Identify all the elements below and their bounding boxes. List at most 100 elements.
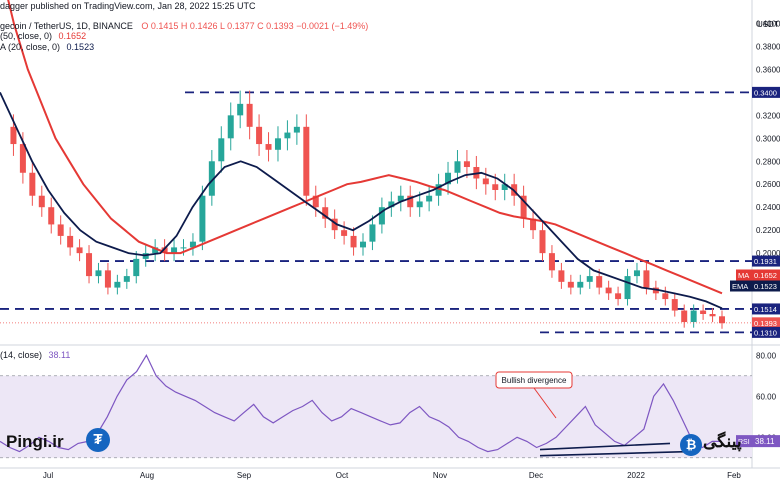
rsi-line	[0, 354, 722, 453]
candle-body	[265, 144, 272, 150]
candle-body	[152, 247, 159, 254]
divergence-line	[539, 442, 671, 451]
price-tag-text: 0.1514	[754, 305, 777, 314]
candle-body	[709, 313, 716, 317]
candle-body	[681, 310, 688, 323]
price-tag-level: 0.1514	[752, 303, 780, 315]
candle-body	[416, 201, 423, 208]
price-tag-level: 0.1931	[752, 255, 780, 267]
time-axis-label: 2022	[627, 471, 645, 480]
candle-body	[10, 126, 17, 145]
candle-body	[397, 195, 404, 202]
price-axis-bg	[752, 0, 780, 480]
candle-body	[293, 126, 300, 133]
candle-body	[719, 316, 725, 324]
rsi-value-tag: RSI 38.11	[736, 435, 780, 448]
price-tag-text: 0.1931	[754, 257, 777, 266]
candle-body	[690, 310, 697, 323]
price-tag-price: 0.1393	[752, 317, 780, 329]
candle-body	[322, 207, 329, 219]
symbol-name: gecoin / TetherUS, 1D, BINANCE	[0, 21, 133, 31]
price-tag-text: 0.1523	[754, 282, 777, 291]
candle-body	[256, 126, 263, 145]
candle-body	[558, 270, 565, 282]
candle-body	[86, 253, 93, 277]
candle-body	[671, 299, 678, 311]
candle-body	[237, 103, 244, 116]
candle-body	[133, 258, 140, 277]
price-tag-text: 0.1310	[754, 328, 777, 337]
candle-body	[350, 235, 357, 248]
price-tag-ma: 0.1652	[752, 269, 780, 281]
price-tag-text: 0.3400	[754, 88, 777, 97]
time-axis-label: Oct	[336, 471, 349, 480]
rsi-tag-label: RSI	[738, 439, 750, 446]
candle-body	[454, 161, 461, 173]
price-tick-label: 0.3800	[756, 42, 780, 51]
price-tag-level: 0.3400	[752, 86, 780, 98]
candle-body	[577, 281, 584, 288]
price-tick-label: 0.4000	[756, 19, 780, 28]
candle-body	[501, 184, 508, 190]
candle-body	[426, 195, 433, 202]
rsi-tick-label: 80.00	[756, 351, 777, 360]
candle-body	[700, 310, 707, 314]
price-tag-ema: 0.1523	[752, 280, 780, 292]
ma-legend: (50, close, 0) 0.1652	[0, 31, 87, 41]
candle-body	[539, 230, 546, 254]
candle-body	[388, 201, 395, 208]
candle-body	[312, 195, 319, 208]
candle-body	[76, 247, 83, 254]
candle-body	[624, 276, 631, 300]
time-axis-label: Jul	[43, 471, 53, 480]
candle-body	[492, 184, 499, 190]
candle-body	[208, 161, 215, 196]
candle-body	[341, 230, 348, 236]
price-tick-label: 0.2800	[756, 157, 780, 166]
candle-body	[633, 270, 640, 277]
time-axis-label: Aug	[140, 471, 154, 480]
price-tag-text: 0.1652	[754, 271, 777, 280]
candle-body	[445, 172, 452, 185]
candle-body	[189, 241, 196, 248]
candle-body	[114, 281, 121, 288]
price-tag-ma-label: MA	[736, 269, 752, 281]
price-tick-label: 0.2200	[756, 226, 780, 235]
published-line: dagger published on TradingView.com, Jan…	[0, 1, 256, 11]
ma-50-line	[7, 0, 723, 295]
candle-body	[171, 247, 178, 254]
price-tag-ema-label: EMA	[730, 280, 752, 292]
rsi-tick-label: 60.00	[756, 392, 777, 401]
bullish-divergence-annotation: Bullish divergence	[495, 371, 573, 419]
price-tick-label: 0.2600	[756, 180, 780, 189]
candle-body	[360, 241, 366, 248]
annotation-pointer	[533, 387, 557, 419]
price-tick-label: 0.3200	[756, 111, 780, 120]
price-tag-text: EMA	[732, 282, 748, 291]
price-tick-label: 0.3600	[756, 65, 780, 74]
candle-body	[104, 270, 111, 288]
candle-body	[567, 281, 574, 288]
candle-body	[435, 184, 442, 196]
watermark-right: پینگی	[703, 432, 742, 451]
symbol-line: gecoin / TetherUS, 1D, BINANCE O 0.1415 …	[0, 21, 368, 31]
ohlc-values: O 0.1415 H 0.1426 L 0.1377 C 0.1393 −0.0…	[141, 21, 369, 31]
candle-body	[369, 224, 376, 242]
candle-body	[246, 103, 253, 127]
candle-body	[303, 126, 310, 196]
candle-body	[67, 235, 74, 248]
price-tag-level: 0.1310	[752, 326, 780, 338]
candle-body	[38, 195, 45, 208]
candle-body	[463, 161, 470, 168]
candle-body	[407, 195, 414, 208]
candle-body	[331, 218, 338, 231]
candle-body	[227, 115, 234, 139]
candle-body	[57, 224, 64, 236]
candle-body	[482, 178, 489, 185]
candle-body	[615, 293, 622, 300]
candle-body	[123, 276, 130, 282]
price-tag-text: MA	[738, 271, 749, 280]
ema-20-line	[0, 92, 723, 310]
